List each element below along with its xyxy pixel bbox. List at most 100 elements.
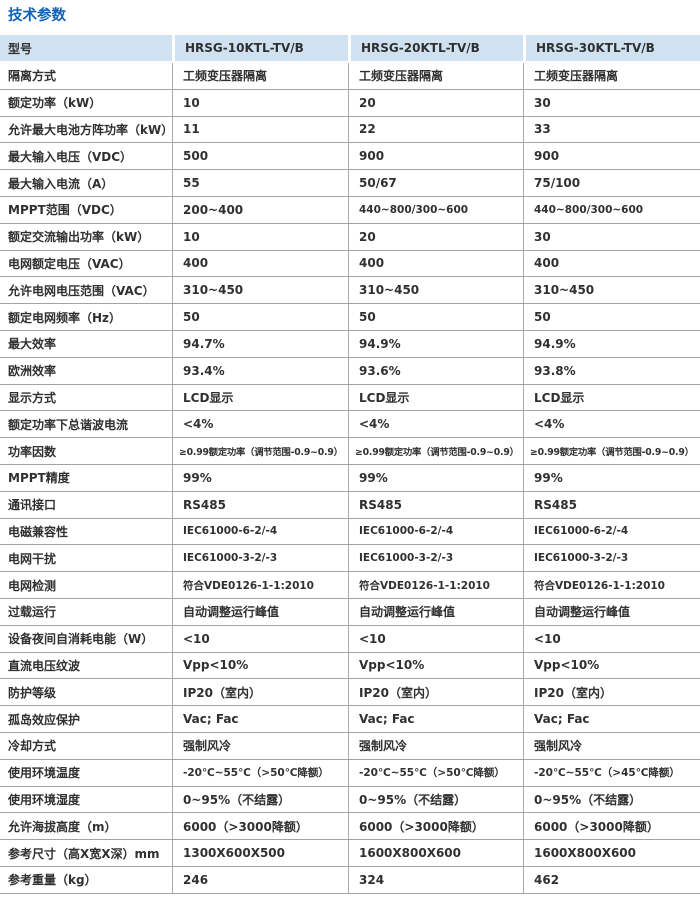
spec-value-model2: 324 xyxy=(348,866,523,893)
spec-value-model1: 99% xyxy=(172,464,348,491)
table-row: 直流电压纹波 Vpp<10% Vpp<10% Vpp<10% xyxy=(0,652,700,680)
spec-value-model3: 440~800/300~600 xyxy=(523,196,700,223)
table-row: 隔离方式 工频变压器隔离 工频变压器隔离 工频变压器隔离 xyxy=(0,63,700,90)
table-row: 防护等级 IP20（室内） IP20（室内） IP20（室内） xyxy=(0,679,700,707)
table-row: 使用环境湿度 0~95%（不结露） 0~95%（不结露） 0~95%（不结露） xyxy=(0,786,700,814)
spec-label: 最大效率 xyxy=(8,337,57,352)
spec-label: 允许最大电池方阵功率（kW） xyxy=(8,122,172,137)
spec-label: 额定功率（kW） xyxy=(8,96,102,111)
spec-value-model1: Vpp<10% xyxy=(172,652,348,679)
spec-label: 额定功率下总谐波电流 xyxy=(8,417,129,432)
table-row: 欧洲效率 93.4% 93.6% 93.8% xyxy=(0,357,700,385)
spec-value-model1: 50 xyxy=(172,304,348,330)
spec-label: 参考重量（kg） xyxy=(8,873,97,888)
table-row: 最大输入电流（A） 55 50/67 75/100 xyxy=(0,170,700,197)
spec-value-model2: 93.6% xyxy=(348,357,523,384)
spec-value-model2: 工频变压器隔离 xyxy=(348,63,523,89)
spec-value-model3: 99% xyxy=(523,464,700,491)
spec-value-model1: 55 xyxy=(172,170,348,196)
spec-value-model3: -20℃~55℃（>45℃降额） xyxy=(523,759,700,786)
spec-value-model2: ≥0.99额定功率（调节范围-0.9~0.9） xyxy=(348,438,523,464)
spec-label: 过载运行 xyxy=(8,605,57,620)
spec-value-model1: LCD显示 xyxy=(172,384,348,411)
spec-value-model3: 400 xyxy=(523,250,700,277)
table-row: 最大效率 94.7% 94.9% 94.9% xyxy=(0,330,700,358)
table-row: 最大输入电压（VDC） 500 900 900 xyxy=(0,143,700,171)
spec-label: 使用环境温度 xyxy=(8,766,81,781)
table-row: 设备夜间自消耗电能（W） <10 <10 <10 xyxy=(0,625,700,653)
spec-value-model3: <10 xyxy=(523,625,700,652)
spec-value-model3: 94.9% xyxy=(523,330,700,357)
spec-value-model1: -20℃~55℃（>50℃降额） xyxy=(172,759,348,786)
spec-label: 欧洲效率 xyxy=(8,364,57,379)
table-row: 额定交流输出功率（kW） 10 20 30 xyxy=(0,223,700,251)
spec-value-model2: 20 xyxy=(348,223,523,250)
spec-value-model3: 900 xyxy=(523,143,700,170)
page-title: 技术参数 xyxy=(8,8,66,24)
spec-label: 设备夜间自消耗电能（W） xyxy=(8,632,154,647)
spec-value-model1: 符合VDE0126-1-1:2010 xyxy=(172,572,348,598)
spec-value-model1: Vac; Fac xyxy=(172,706,348,732)
spec-value-model1: 自动调整运行峰值 xyxy=(172,598,348,625)
spec-value-model2: 900 xyxy=(348,143,523,170)
spec-value-model3: ≥0.99额定功率（调节范围-0.9~0.9） xyxy=(523,438,700,464)
spec-value-model1: 工频变压器隔离 xyxy=(172,63,348,89)
spec-label: 电网额定电压（VAC） xyxy=(8,256,131,271)
spec-label: 隔离方式 xyxy=(8,69,57,84)
spec-value-model1: IEC61000-3-2/-3 xyxy=(172,545,348,572)
table-header-row: 型号 HRSG-10KTL-TV/B HRSG-20KTL-TV/B HRSG-… xyxy=(0,35,700,63)
spec-label: 最大输入电流（A） xyxy=(8,176,114,191)
spec-label: 允许电网电压范围（VAC） xyxy=(8,283,155,298)
spec-value-model3: 75/100 xyxy=(523,170,700,196)
spec-value-model2: <4% xyxy=(348,411,523,438)
spec-value-model2: IP20（室内） xyxy=(348,679,523,706)
spec-value-model3: 1600X800X600 xyxy=(523,840,700,866)
spec-value-model2: 1600X800X600 xyxy=(348,840,523,866)
spec-value-model1: <10 xyxy=(172,625,348,652)
spec-label: 直流电压纹波 xyxy=(8,658,81,673)
spec-value-model3: 33 xyxy=(523,116,700,143)
table-row: 参考尺寸（高X宽X深）mm 1300X600X500 1600X800X600 … xyxy=(0,840,700,867)
spec-value-model1: 93.4% xyxy=(172,357,348,384)
table-row: 允许电网电压范围（VAC） 310~450 310~450 310~450 xyxy=(0,277,700,305)
spec-value-model1: 11 xyxy=(172,116,348,143)
spec-value-model3: RS485 xyxy=(523,491,700,518)
spec-value-model1: <4% xyxy=(172,411,348,438)
spec-value-model2: 20 xyxy=(348,89,523,116)
spec-value-model1: 0~95%（不结露） xyxy=(172,786,348,813)
spec-value-model3: IEC61000-3-2/-3 xyxy=(523,545,700,572)
spec-value-model1: 10 xyxy=(172,223,348,250)
spec-value-model2: 99% xyxy=(348,464,523,491)
spec-value-model2: 22 xyxy=(348,116,523,143)
spec-label: 使用环境湿度 xyxy=(8,792,81,807)
spec-value-model2: -20℃~55℃（>50℃降额） xyxy=(348,759,523,786)
spec-value-model2: IEC61000-6-2/-4 xyxy=(348,518,523,545)
spec-value-model1: 94.7% xyxy=(172,330,348,357)
table-row: MPPT范围（VDC） 200~400 440~800/300~600 440~… xyxy=(0,196,700,224)
table-row: 电网干扰 IEC61000-3-2/-3 IEC61000-3-2/-3 IEC… xyxy=(0,545,700,573)
spec-value-model3: 符合VDE0126-1-1:2010 xyxy=(523,572,700,598)
spec-value-model3: LCD显示 xyxy=(523,384,700,411)
spec-value-model2: 50/67 xyxy=(348,170,523,196)
spec-label: 冷却方式 xyxy=(8,739,57,754)
spec-value-model1: 200~400 xyxy=(172,196,348,223)
table-row: 允许海拔高度（m） 6000（>3000降额） 6000（>3000降额） 60… xyxy=(0,813,700,841)
spec-value-model3: Vac; Fac xyxy=(523,706,700,732)
table-row: 使用环境温度 -20℃~55℃（>50℃降额） -20℃~55℃（>50℃降额）… xyxy=(0,759,700,787)
table-row: 额定功率下总谐波电流 <4% <4% <4% xyxy=(0,411,700,439)
table-row: 孤岛效应保护 Vac; Fac Vac; Fac Vac; Fac xyxy=(0,706,700,733)
table-row: 额定电网频率（Hz） 50 50 50 xyxy=(0,304,700,331)
spec-label: 额定交流输出功率（kW） xyxy=(8,230,150,245)
spec-value-model1: 强制风冷 xyxy=(172,732,348,759)
spec-value-model2: 0~95%（不结露） xyxy=(348,786,523,813)
table-row: 电磁兼容性 IEC61000-6-2/-4 IEC61000-6-2/-4 IE… xyxy=(0,518,700,546)
model-header-2: HRSG-20KTL-TV/B xyxy=(348,35,523,61)
table-row: 额定功率（kW） 10 20 30 xyxy=(0,89,700,117)
spec-value-model1: RS485 xyxy=(172,491,348,518)
spec-value-model3: 462 xyxy=(523,866,700,893)
spec-value-model1: ≥0.99额定功率（调节范围-0.9~0.9） xyxy=(172,438,348,464)
model-column-label: 型号 xyxy=(0,35,172,61)
spec-value-model3: 工频变压器隔离 xyxy=(523,63,700,89)
table-row: 功率因数 ≥0.99额定功率（调节范围-0.9~0.9） ≥0.99额定功率（调… xyxy=(0,438,700,465)
spec-value-model2: 400 xyxy=(348,250,523,277)
